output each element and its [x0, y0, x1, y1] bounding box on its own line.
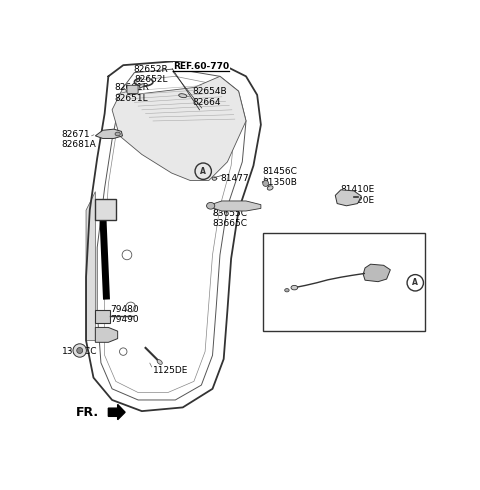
- Bar: [263, 233, 424, 331]
- Polygon shape: [211, 201, 261, 211]
- Ellipse shape: [285, 289, 289, 292]
- Ellipse shape: [212, 177, 216, 180]
- Ellipse shape: [267, 186, 273, 190]
- Text: 82671
82681A: 82671 82681A: [62, 130, 96, 149]
- Text: 1339CC: 1339CC: [62, 347, 97, 356]
- Polygon shape: [96, 327, 118, 343]
- Text: FR.: FR.: [76, 406, 99, 419]
- Polygon shape: [363, 264, 390, 282]
- Ellipse shape: [115, 132, 120, 136]
- Polygon shape: [108, 404, 125, 420]
- Polygon shape: [335, 190, 361, 206]
- Circle shape: [77, 347, 83, 353]
- Text: A: A: [412, 278, 418, 287]
- Text: 81410E
81420E: 81410E 81420E: [341, 186, 375, 205]
- Text: 81473E
81483A: 81473E 81483A: [264, 262, 299, 281]
- Ellipse shape: [179, 94, 187, 98]
- Text: 81471F: 81471F: [300, 284, 334, 293]
- Circle shape: [73, 344, 86, 357]
- Ellipse shape: [140, 84, 144, 87]
- FancyBboxPatch shape: [96, 199, 116, 220]
- Text: REF.60-770: REF.60-770: [173, 62, 229, 71]
- Ellipse shape: [206, 202, 215, 209]
- Ellipse shape: [291, 285, 298, 290]
- Text: 79480
79490: 79480 79490: [110, 304, 139, 324]
- Ellipse shape: [157, 360, 162, 365]
- FancyBboxPatch shape: [96, 310, 110, 323]
- Text: 81456C
81350B: 81456C 81350B: [263, 167, 298, 187]
- Text: 82654B
82664: 82654B 82664: [192, 87, 227, 107]
- Text: 1125DE: 1125DE: [153, 366, 188, 375]
- Polygon shape: [86, 192, 96, 341]
- FancyBboxPatch shape: [127, 85, 138, 94]
- Text: A: A: [200, 167, 206, 176]
- Circle shape: [263, 180, 269, 186]
- Text: 82661R
82651L: 82661R 82651L: [114, 83, 149, 103]
- Text: 83655C
83665C: 83655C 83665C: [213, 209, 248, 228]
- Text: 81477: 81477: [220, 174, 249, 183]
- Text: 82652R
82652L: 82652R 82652L: [134, 65, 168, 84]
- Polygon shape: [112, 76, 246, 180]
- Polygon shape: [96, 129, 122, 139]
